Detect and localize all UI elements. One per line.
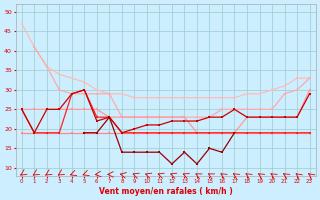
- X-axis label: Vent moyen/en rafales ( km/h ): Vent moyen/en rafales ( km/h ): [99, 187, 233, 196]
